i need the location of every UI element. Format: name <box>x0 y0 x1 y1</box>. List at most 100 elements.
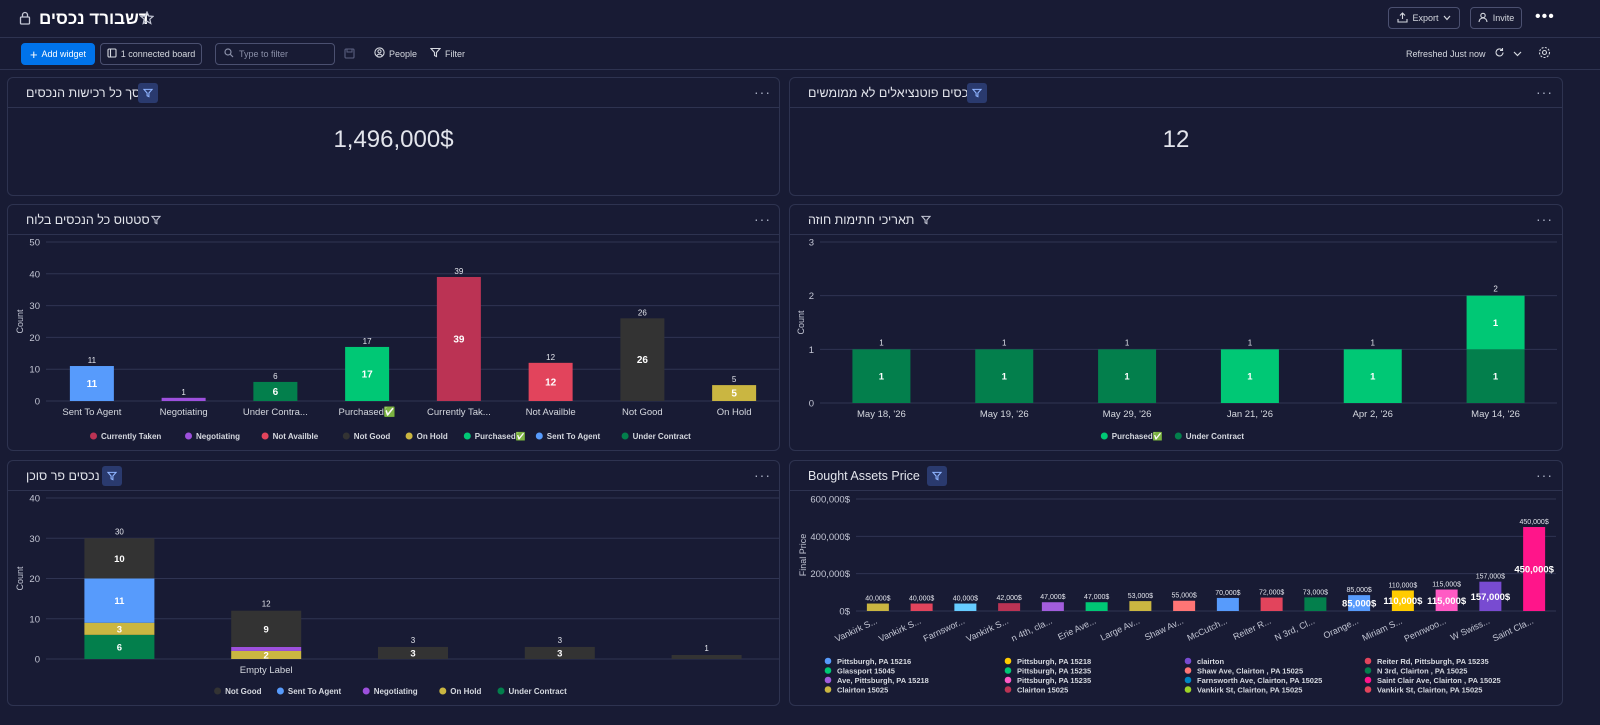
legend-label: Glassport 15045 <box>837 667 895 676</box>
widget-filter-button[interactable] <box>146 210 166 230</box>
bar <box>345 346 390 401</box>
invite-button[interactable]: Invite <box>1470 7 1522 29</box>
chevron-down-icon[interactable] <box>1513 49 1522 59</box>
bar-segment <box>231 650 302 659</box>
invite-label: Invite <box>1492 13 1515 23</box>
widget-menu-icon[interactable]: ··· <box>1536 84 1553 100</box>
y-tick-label: 20 <box>29 333 40 344</box>
bar-total-label: 1 <box>704 644 709 653</box>
legend-swatch <box>1184 686 1192 693</box>
bar-total-label: 3 <box>558 636 563 645</box>
bar-segment <box>231 610 302 647</box>
legend-label: Purchased✅ <box>475 431 526 441</box>
widget-filter-button[interactable] <box>138 83 158 103</box>
legend-label: Not Availble <box>273 432 319 441</box>
y-tick-label: 40 <box>29 269 40 280</box>
legend-label: Not Good <box>354 432 391 441</box>
search-placeholder: Type to filter <box>239 49 289 59</box>
widget-header: Bought Assets Price ··· <box>790 461 1562 491</box>
bar <box>1216 597 1239 611</box>
legend-swatch <box>1184 676 1192 684</box>
bar-total-label: 53,000$ <box>1128 593 1153 600</box>
bar-segment <box>1098 349 1157 403</box>
refresh-icon[interactable] <box>1494 47 1505 60</box>
widget-header: סך כל רכישות הנכסים ··· <box>8 78 779 108</box>
widget-menu-icon[interactable]: ··· <box>754 84 771 100</box>
bar <box>1523 527 1546 611</box>
bar <box>712 385 757 401</box>
y-tick-label: 2 <box>809 291 814 302</box>
widget-header: נכסים פר סוכן ··· <box>8 461 779 491</box>
legend-swatch <box>1100 432 1108 440</box>
plus-icon: + <box>29 46 38 62</box>
bar <box>1391 590 1414 611</box>
filter-button[interactable]: Filter <box>429 47 465 60</box>
bar <box>910 603 933 611</box>
y-tick-label: 10 <box>29 614 40 625</box>
bar <box>436 276 481 401</box>
bar-value-label: 26 <box>637 355 649 366</box>
legend-label: Negotiating <box>374 687 418 696</box>
widget-header: סטטוס כל הנכסים בלוח ··· <box>8 205 779 235</box>
x-tick-label: Saint Cla... <box>1491 616 1535 644</box>
star-icon[interactable] <box>139 10 155 30</box>
legend-label: Sent To Agent <box>547 432 601 441</box>
more-options-icon[interactable]: ••• <box>1535 8 1555 25</box>
widget-menu-icon[interactable]: ··· <box>754 211 771 227</box>
export-button[interactable]: Export <box>1388 7 1460 29</box>
widget-menu-icon[interactable]: ··· <box>754 467 771 483</box>
widget-title: סך כל רכישות הנכסים <box>26 86 141 100</box>
legend-label: Under Contract <box>633 432 692 441</box>
x-tick-label: Farnswor... <box>922 616 967 644</box>
refresh-status[interactable]: Refreshed Just now <box>1406 47 1522 60</box>
legend-swatch <box>621 432 629 440</box>
connected-board-button[interactable]: 1 connected board <box>100 43 202 65</box>
legend-swatch <box>535 432 543 440</box>
bar-segment <box>1466 295 1525 350</box>
legend-label: Vankirk St, Clairton, PA 15025 <box>1197 686 1302 695</box>
y-tick-label: 1 <box>809 345 814 356</box>
x-tick-label: Purchased✅ <box>339 406 396 418</box>
legend-label: Shaw Ave, Clairton , PA 15025 <box>1197 667 1303 676</box>
widget-menu-icon[interactable]: ··· <box>1536 211 1553 227</box>
widget-filter-button[interactable] <box>927 466 947 486</box>
y-tick-label: 3 <box>809 238 814 249</box>
bar-value-label: 3 <box>117 624 122 635</box>
y-tick-label: 40 <box>29 494 40 505</box>
x-tick-label: Reiter R... <box>1232 616 1273 642</box>
bar-segment <box>84 622 155 635</box>
filter-icon <box>151 215 161 225</box>
person-icon <box>374 47 385 60</box>
bar-value-label: 157,000$ <box>1471 592 1511 603</box>
status-bar-chart: 0 10 20 30 40 50 Count 11 11 Sent To Agent 1 Negoti… <box>15 238 779 441</box>
unrealized-value: 12 <box>1162 126 1190 153</box>
people-filter-button[interactable]: People <box>374 47 417 60</box>
x-tick-label: Pennwoo... <box>1402 616 1447 644</box>
bar-total-label: 85,000$ <box>1346 587 1371 594</box>
bar-value-label: 1 <box>1002 372 1008 383</box>
widget-menu-icon[interactable]: ··· <box>1536 467 1553 483</box>
bar-value-label: 11 <box>87 379 98 390</box>
settings-gear-icon[interactable] <box>1538 46 1551 64</box>
bar <box>1304 597 1327 611</box>
widget-filter-button[interactable] <box>916 210 936 230</box>
search-input[interactable]: Type to filter <box>215 43 335 65</box>
y-axis-label: Count <box>796 310 806 335</box>
bar-segment <box>524 646 595 659</box>
bar-value-label: 10 <box>114 554 125 565</box>
bar-segment <box>1220 349 1279 403</box>
x-tick-label: Orange... <box>1322 616 1360 641</box>
bar-total-label: 3 <box>411 636 416 645</box>
x-tick-label: May 29, '26 <box>1103 409 1152 420</box>
legend-swatch <box>1184 657 1192 665</box>
y-tick-label: 30 <box>29 534 40 545</box>
bar-value-label: 1 <box>1124 372 1130 383</box>
save-view-icon[interactable] <box>344 46 355 64</box>
add-widget-button[interactable]: + Add widget <box>21 43 95 65</box>
bar-segment <box>671 654 742 659</box>
widget-filter-button[interactable] <box>967 83 987 103</box>
widget-filter-button[interactable] <box>102 466 122 486</box>
legend-swatch <box>362 687 370 695</box>
bar-segment <box>1466 349 1525 403</box>
